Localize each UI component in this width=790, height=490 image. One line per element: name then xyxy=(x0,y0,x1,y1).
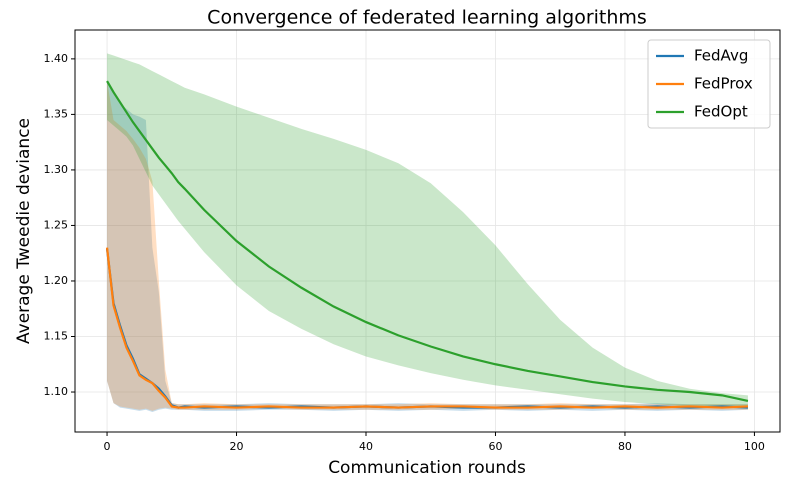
x-axis-label: Communication rounds xyxy=(328,458,526,478)
line xyxy=(106,80,749,402)
y-tick-label: 1.35 xyxy=(44,107,69,120)
confidence-band xyxy=(107,53,748,409)
y-tick-label: 1.40 xyxy=(44,52,69,65)
legend-label: FedOpt xyxy=(694,103,748,121)
y-tick-label: 1.30 xyxy=(44,163,69,176)
x-tick-label: 100 xyxy=(744,440,765,453)
y-tick-label: 1.20 xyxy=(44,274,69,287)
x-tick-label: 80 xyxy=(618,440,632,453)
x-tick-label: 40 xyxy=(359,440,373,453)
y-tick-label: 1.10 xyxy=(44,385,69,398)
chart-title: Convergence of federated learning algori… xyxy=(207,7,647,29)
legend-label: FedAvg xyxy=(694,47,748,65)
x-tick-label: 20 xyxy=(230,440,244,453)
x-tick-label: 0 xyxy=(104,440,111,453)
line xyxy=(105,247,749,409)
plot-frame xyxy=(74,29,781,433)
legend-box xyxy=(647,39,771,129)
y-tick-label: 1.15 xyxy=(44,329,69,342)
y-axis-label: Average Tweedie deviance xyxy=(14,118,34,344)
legend-label: FedProx xyxy=(694,75,753,93)
x-tick-label: 60 xyxy=(488,440,502,453)
y-tick-label: 1.25 xyxy=(44,218,69,231)
